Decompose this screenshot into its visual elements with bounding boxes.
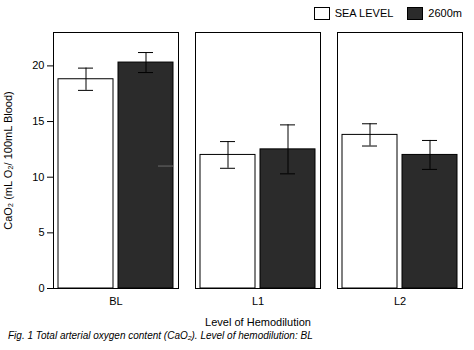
- svg-text:15: 15: [32, 115, 44, 127]
- svg-text:L1: L1: [252, 295, 264, 307]
- svg-text:BL: BL: [109, 295, 122, 307]
- svg-text:5: 5: [38, 226, 44, 238]
- svg-text:Level of Hemodilution: Level of Hemodilution: [205, 316, 311, 328]
- html-text:Fig. 1 Total arterial oxygen c: Fig. 1 Total arterial oxygen content (Ca…: [8, 330, 313, 341]
- svg-text:0: 0: [38, 282, 44, 294]
- svg-text:20: 20: [32, 59, 44, 71]
- html-text:SEA LEVEL: SEA LEVEL: [334, 7, 394, 19]
- html-text:2600m: 2600m: [428, 7, 462, 19]
- svg-text:CaO₂ (mL O₂/ 100mL Blood): CaO₂ (mL O₂/ 100mL Blood): [2, 91, 14, 230]
- svg-text:10: 10: [32, 171, 44, 183]
- svg-text:L2: L2: [394, 295, 406, 307]
